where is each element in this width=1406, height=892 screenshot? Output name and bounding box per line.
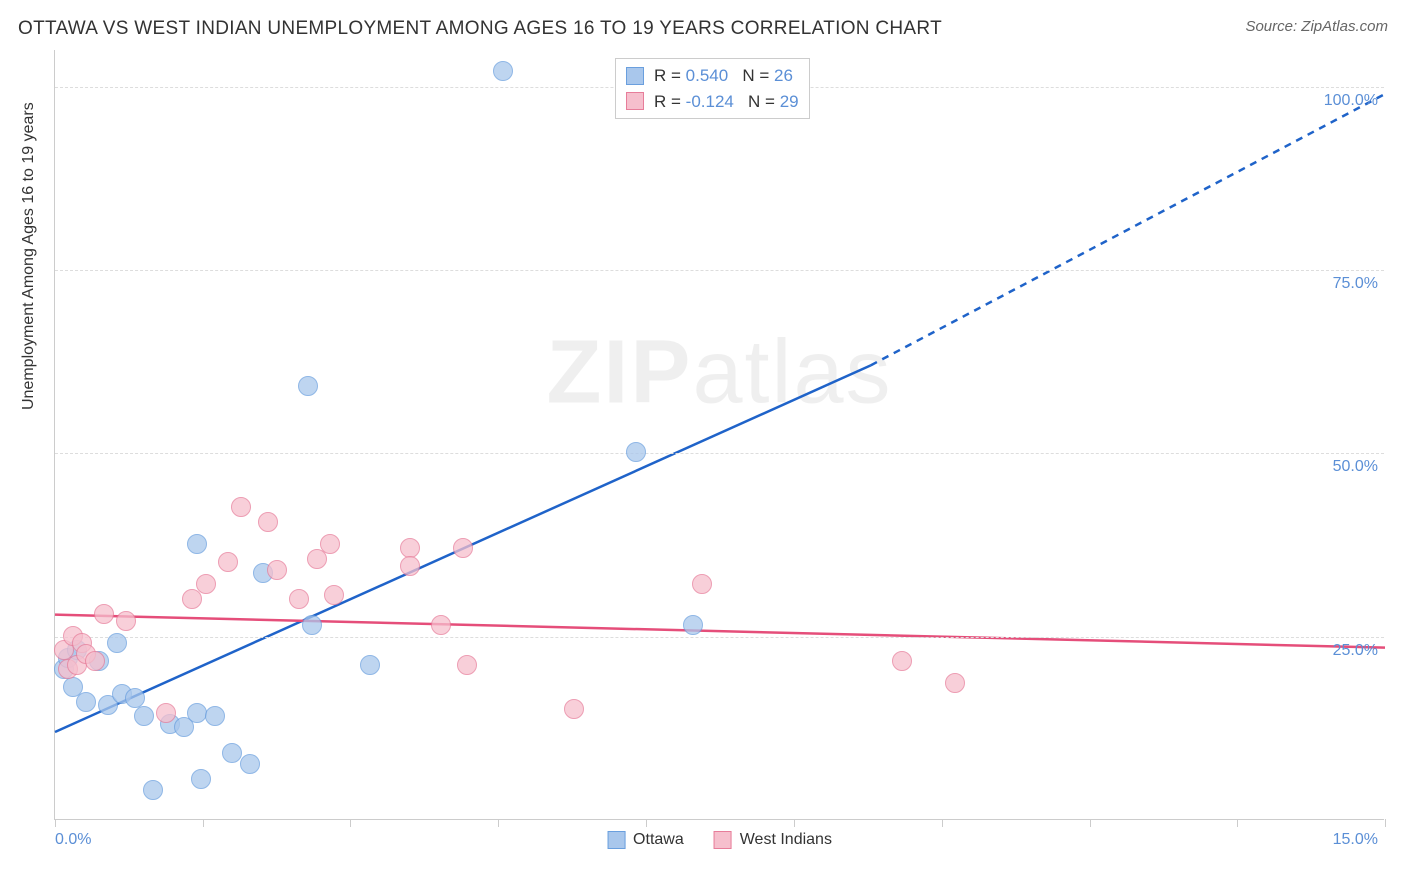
x-tick — [498, 819, 499, 827]
series-legend: Ottawa West Indians — [607, 831, 832, 849]
y-tick-label: 50.0% — [1333, 458, 1378, 476]
correlation-text: R = -0.124 N = 29 — [654, 89, 799, 115]
series-swatch — [714, 831, 732, 849]
data-point — [205, 706, 225, 726]
data-point — [692, 574, 712, 594]
y-tick-label: 25.0% — [1333, 642, 1378, 660]
data-point — [298, 376, 318, 396]
x-tick — [794, 819, 795, 827]
chart-title: OTTAWA VS WEST INDIAN UNEMPLOYMENT AMONG… — [18, 18, 942, 40]
x-tick — [55, 819, 56, 827]
legend-label: Ottawa — [633, 831, 684, 849]
data-point — [191, 769, 211, 789]
data-point — [125, 688, 145, 708]
x-min-label: 0.0% — [55, 831, 91, 849]
data-point — [222, 743, 242, 763]
data-point — [116, 611, 136, 631]
y-axis-label: Unemployment Among Ages 16 to 19 years — [20, 102, 38, 410]
x-tick — [1090, 819, 1091, 827]
series-swatch — [626, 92, 644, 110]
correlation-legend: R = 0.540 N = 26R = -0.124 N = 29 — [615, 58, 810, 119]
correlation-row: R = 0.540 N = 26 — [626, 63, 799, 89]
plot-area: ZIPatlas 25.0%50.0%75.0%100.0%0.0%15.0%R… — [54, 50, 1384, 820]
series-swatch — [626, 67, 644, 85]
data-point — [289, 589, 309, 609]
data-point — [76, 692, 96, 712]
data-point — [187, 534, 207, 554]
data-point — [85, 651, 105, 671]
x-tick — [203, 819, 204, 827]
x-tick — [1385, 819, 1386, 827]
data-point — [324, 585, 344, 605]
legend-item: Ottawa — [607, 831, 684, 849]
data-point — [302, 615, 322, 635]
data-point — [94, 604, 114, 624]
data-point — [626, 442, 646, 462]
data-point — [143, 780, 163, 800]
data-point — [196, 574, 216, 594]
x-tick — [1237, 819, 1238, 827]
correlation-text: R = 0.540 N = 26 — [654, 63, 793, 89]
source-attribution: Source: ZipAtlas.com — [1245, 18, 1388, 35]
data-point — [564, 699, 584, 719]
x-tick — [942, 819, 943, 827]
data-point — [945, 673, 965, 693]
data-point — [360, 655, 380, 675]
data-point — [258, 512, 278, 532]
data-point — [134, 706, 154, 726]
data-point — [400, 538, 420, 558]
gridline — [55, 270, 1384, 271]
correlation-row: R = -0.124 N = 29 — [626, 89, 799, 115]
legend-item: West Indians — [714, 831, 832, 849]
data-point — [107, 633, 127, 653]
data-point — [453, 538, 473, 558]
data-point — [457, 655, 477, 675]
y-tick-label: 75.0% — [1333, 275, 1378, 293]
legend-label: West Indians — [740, 831, 832, 849]
data-point — [493, 61, 513, 81]
data-point — [231, 497, 251, 517]
data-point — [431, 615, 451, 635]
series-swatch — [607, 831, 625, 849]
data-point — [267, 560, 287, 580]
x-max-label: 15.0% — [1333, 831, 1378, 849]
x-tick — [646, 819, 647, 827]
gridline — [55, 637, 1384, 638]
trend-lines-layer — [55, 50, 1384, 819]
data-point — [187, 703, 207, 723]
y-tick-label: 100.0% — [1324, 92, 1378, 110]
gridline — [55, 453, 1384, 454]
trend-line — [871, 94, 1385, 365]
x-tick — [350, 819, 351, 827]
data-point — [683, 615, 703, 635]
data-point — [892, 651, 912, 671]
data-point — [240, 754, 260, 774]
data-point — [218, 552, 238, 572]
data-point — [156, 703, 176, 723]
data-point — [400, 556, 420, 576]
data-point — [320, 534, 340, 554]
